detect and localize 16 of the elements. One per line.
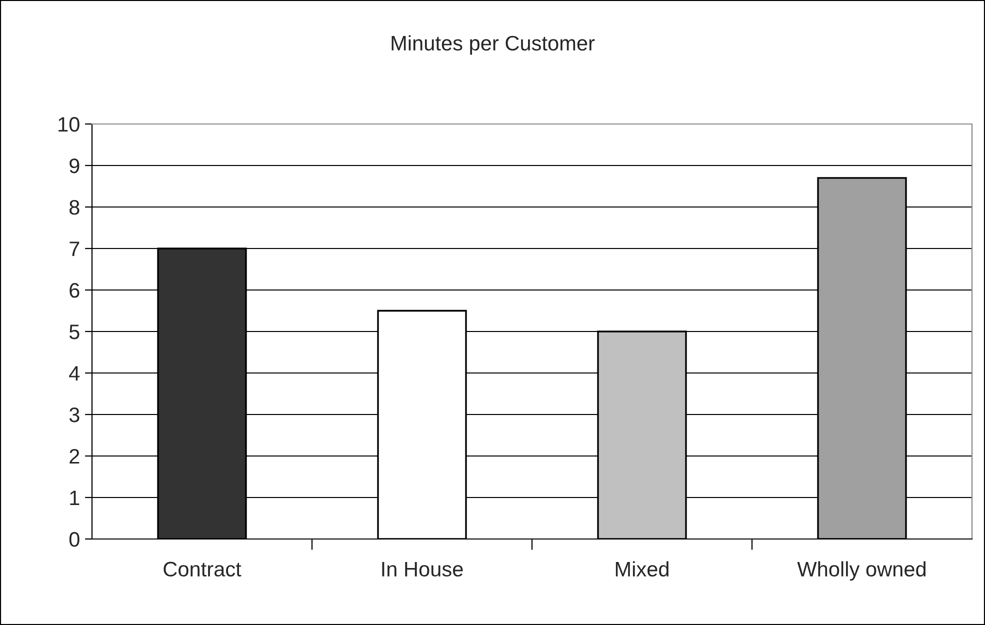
y-tick-label: 1: [70, 490, 80, 506]
y-tick-label: 0: [69, 532, 80, 547]
x-tick-label: In House: [382, 562, 463, 577]
y-tick-label: 6: [70, 283, 80, 298]
y-tick-label: 9: [70, 158, 80, 174]
y-tick-label: 4: [69, 366, 80, 381]
y-tick-label: 8: [70, 200, 80, 215]
y-tick-label: 10: [58, 117, 80, 132]
x-tick-label: Contract: [164, 562, 242, 577]
x-tick-label: Wholly owned: [797, 561, 926, 581]
chart-title: Minutes per Customer: [392, 35, 595, 55]
y-tick-label: 5: [69, 324, 80, 340]
y-tick-label: 7: [70, 242, 80, 256]
y-tick-label: 3: [69, 408, 80, 422]
y-tick-label: 2: [70, 449, 80, 464]
x-tick-label: Mixed: [616, 561, 668, 577]
